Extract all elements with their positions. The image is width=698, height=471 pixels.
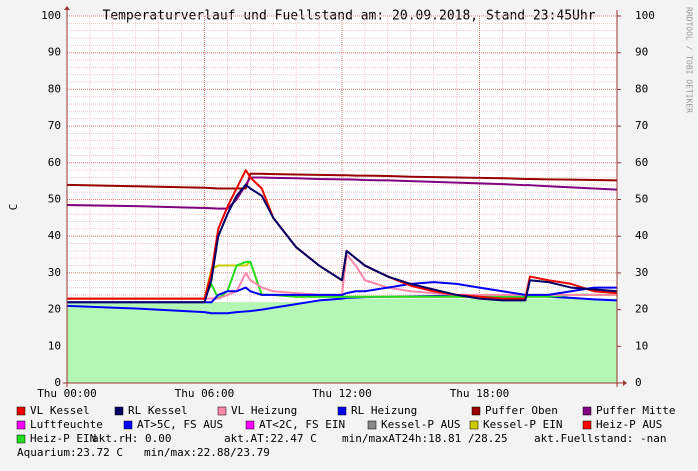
y-tick-label: 30 — [48, 266, 61, 279]
legend-label: AT>5C, FS AUS — [137, 418, 223, 431]
y-tick-label: 60 — [48, 156, 61, 169]
y-axis-label: C — [7, 204, 20, 211]
y-tick-label: 80 — [48, 82, 61, 95]
legend-swatch — [582, 406, 592, 416]
legend-label: RL Kessel — [128, 404, 188, 417]
y2-tick-label: 20 — [635, 303, 648, 316]
x-tick-label: Thu 00:00 — [37, 387, 97, 400]
y-tick-label: 20 — [48, 303, 61, 316]
y-tick-label: 90 — [48, 46, 61, 59]
line — [67, 183, 618, 304]
legend-swatch — [245, 420, 255, 430]
legend-label: Luftfeuchte — [30, 418, 103, 431]
annotation: akt.Fuellstand: -nan — [534, 432, 666, 445]
y2-tick-label: 100 — [635, 9, 655, 22]
legend-swatch — [367, 420, 377, 430]
line — [66, 176, 618, 210]
watermark: RRDTOOL / TOBI OETIKER — [685, 7, 694, 113]
area — [67, 298, 617, 383]
legend-swatch — [217, 406, 227, 416]
line — [66, 172, 618, 190]
legend-label: Puffer Oben — [485, 404, 558, 417]
y2-tick-label: 90 — [635, 46, 648, 59]
x-tick-label: Thu 18:00 — [450, 387, 510, 400]
x-tick-label: Thu 06:00 — [175, 387, 235, 400]
y2-tick-label: 80 — [635, 82, 648, 95]
legend-label: AT<2C, FS EIN — [259, 418, 345, 431]
y2-tick-label: 30 — [635, 266, 648, 279]
legend-label: Kessel-P AUS — [381, 418, 460, 431]
y2-tick-label: 40 — [635, 229, 648, 242]
legend-label: RL Heizung — [351, 404, 417, 417]
y2-tick-label: 60 — [635, 156, 648, 169]
annotation: min/max:22.88/23.79 — [144, 446, 270, 459]
axis-arrow — [64, 6, 70, 10]
annotation: akt.AT:22.47 C — [224, 432, 317, 445]
legend-swatch — [582, 420, 592, 430]
legend-label: Puffer Mitte — [596, 404, 675, 417]
y-tick-label: 50 — [48, 193, 61, 206]
y2-tick-label: 70 — [635, 119, 648, 132]
legend-swatch — [337, 406, 347, 416]
legend-label: Heiz-P AUS — [596, 418, 662, 431]
x-tick-label: Thu 12:00 — [312, 387, 372, 400]
legend-label: VL Heizung — [231, 404, 297, 417]
y-tick-label: 70 — [48, 119, 61, 132]
legend-swatch — [469, 420, 479, 430]
legend-swatch — [123, 420, 133, 430]
y2-tick-label: 50 — [635, 193, 648, 206]
legend-label: Heiz-P EIN — [30, 432, 96, 445]
legend-swatch — [114, 406, 124, 416]
legend-swatch — [16, 434, 26, 444]
y-tick-label: 40 — [48, 229, 61, 242]
plot — [66, 15, 618, 384]
legend-label: VL Kessel — [30, 404, 90, 417]
y-tick-label: 0 — [54, 376, 61, 389]
annotation: Aquarium:23.72 C — [17, 446, 123, 459]
legend-swatch — [16, 420, 26, 430]
annotation: min/maxAT24h:18.81 /28.25 — [342, 432, 508, 445]
y-tick-label: 10 — [48, 339, 61, 352]
legend-swatch — [16, 406, 26, 416]
legend-label: Kessel-P EIN — [483, 418, 562, 431]
y-tick-label: 100 — [41, 9, 61, 22]
axis-arrow — [623, 380, 627, 386]
y2-tick-label: 10 — [635, 339, 648, 352]
legend-swatch — [471, 406, 481, 416]
annotation: akt.rH: 0.00 — [92, 432, 171, 445]
y2-tick-label: 0 — [635, 376, 642, 389]
